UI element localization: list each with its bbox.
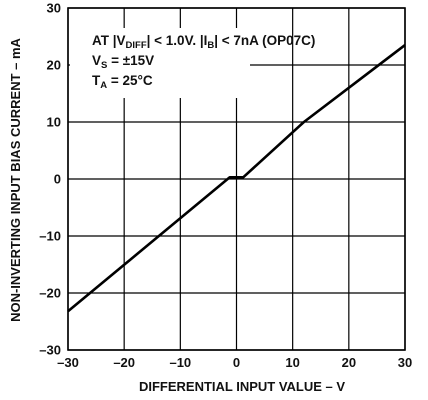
y-tick-label: –10 — [39, 229, 61, 244]
x-tick-label: 20 — [342, 355, 356, 370]
y-axis-label: NON-INVERTING INPUT BIAS CURRENT – mA — [8, 37, 23, 321]
x-tick-label: 0 — [233, 355, 240, 370]
x-tick-label: –10 — [169, 355, 191, 370]
x-tick-label: –20 — [113, 355, 135, 370]
annotation-background — [70, 28, 250, 98]
y-tick-label: –20 — [39, 286, 61, 301]
annotation-temperature: TA = 25°C — [92, 73, 153, 91]
y-tick-label: 20 — [47, 58, 61, 73]
annotation-condition: AT |VDIFF| < 1.0V. |IB| < 7nA (OP07C) — [92, 33, 315, 51]
y-tick-label: –30 — [39, 343, 61, 358]
annotation-supply-voltage: VS = ±15V — [92, 53, 154, 71]
x-tick-labels: –30 –20 –10 0 10 20 30 — [57, 355, 412, 370]
y-tick-label: 10 — [47, 115, 61, 130]
x-tick-label: 10 — [285, 355, 299, 370]
x-tick-label: –30 — [57, 355, 79, 370]
y-tick-label: 30 — [47, 1, 61, 16]
plot-frame — [67, 7, 406, 351]
x-tick-label: 30 — [398, 355, 412, 370]
x-axis-label: DIFFERENTIAL INPUT VALUE – V — [139, 379, 345, 394]
y-tick-labels: –30 –20 –10 0 10 20 30 — [39, 1, 61, 358]
bias-current-line — [67, 44, 406, 313]
series-layer — [67, 44, 406, 313]
y-tick-label: 0 — [54, 172, 61, 187]
